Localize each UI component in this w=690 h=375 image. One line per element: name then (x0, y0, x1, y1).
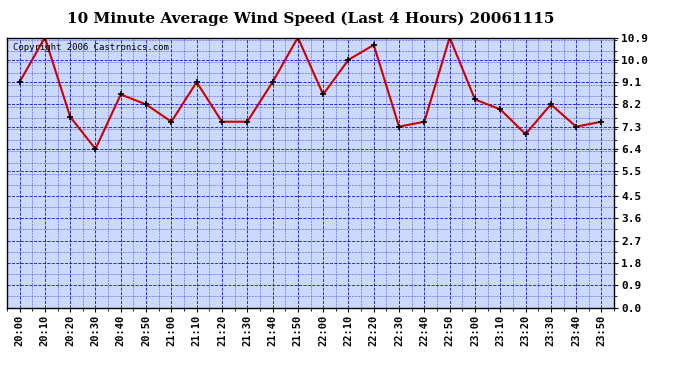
Text: Copyright 2006 Castronics.com: Copyright 2006 Castronics.com (13, 43, 169, 52)
Text: 10 Minute Average Wind Speed (Last 4 Hours) 20061115: 10 Minute Average Wind Speed (Last 4 Hou… (67, 11, 554, 26)
